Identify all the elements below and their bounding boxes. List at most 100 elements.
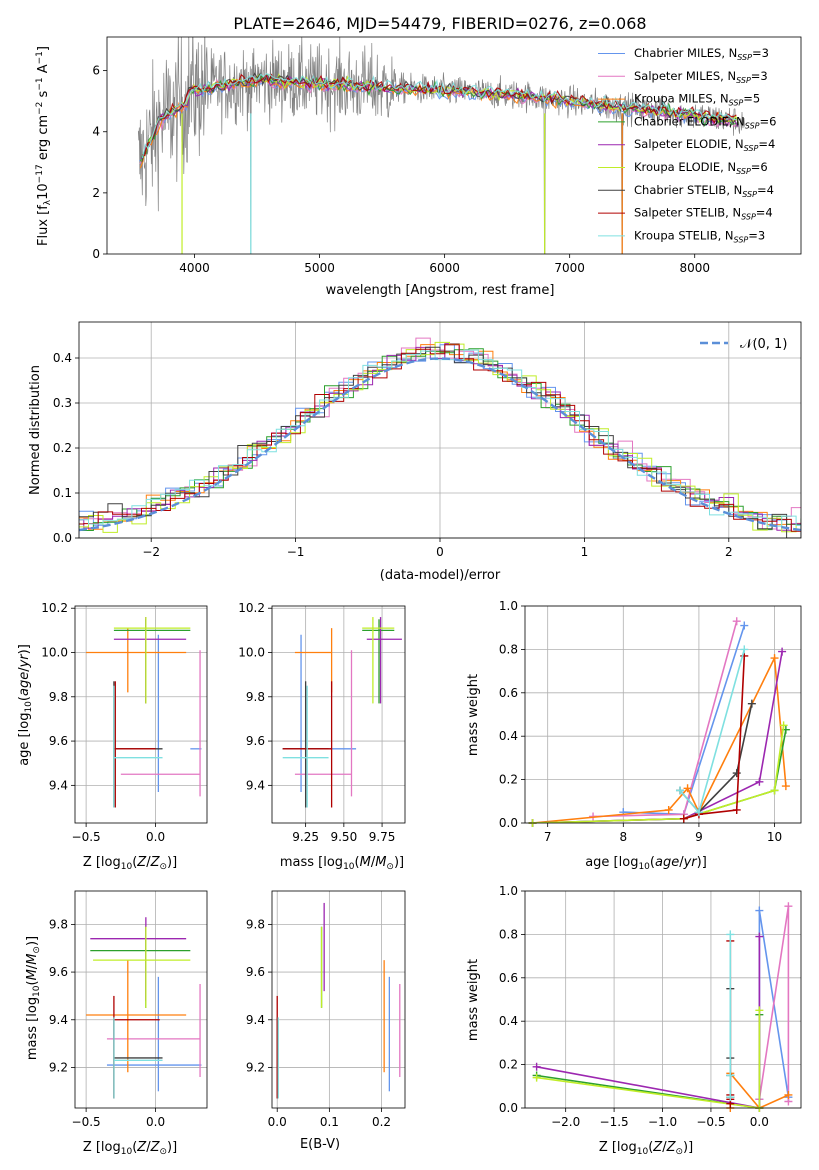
spectrum-ylabel: Flux [fλ10−17 erg cm−2 s−1 A−1] (35, 46, 53, 246)
massweight_vs_age-point-marker (676, 786, 685, 795)
residuals-frame (78, 321, 802, 539)
mass_vs_ebv-xtick-label: 0.0 (268, 1115, 287, 1129)
residuals-xlabel: (data-model)/error (380, 568, 501, 583)
age_vs_Z-xtick-label: 0.0 (146, 830, 165, 844)
massweight_vs_age-point-marker (778, 647, 787, 656)
massweight_vs_age-ytick-label: 0.4 (499, 729, 518, 743)
spectrum-xlabel: wavelength [Angstrom, rest frame] (326, 283, 555, 298)
spectrum-legend-entry: Chabrier MILES, NSSP=3 (634, 46, 769, 62)
massweight_vs_Z-xtick-label: 0.0 (750, 1115, 769, 1129)
massweight_vs_age-xtick-label: 7 (544, 830, 552, 844)
massweight_vs_age-point-marker (732, 617, 741, 626)
massweight_vs_Z-point-marker (784, 1090, 793, 1099)
age_vs_Z-ytick-label: 10.2 (41, 601, 68, 615)
massweight_vs_Z-point-marker (755, 1006, 764, 1015)
mass_vs_Z-ytick-label: 9.2 (49, 1060, 68, 1074)
mass_vs_ebv-xtick-label: 0.2 (372, 1115, 391, 1129)
mass_vs_Z-xtick-label: −0.5 (72, 1115, 101, 1129)
massweight_vs_age-ytick-label: 0.6 (499, 686, 518, 700)
massweight_vs_age-point-marker (732, 769, 741, 778)
massweight_vs_Z-point-marker (755, 906, 764, 915)
residuals-ytick-label: 0.4 (53, 351, 72, 365)
residuals-ytick-label: 0.3 (53, 396, 72, 410)
massweight_vs_Z-series-line (536, 1010, 761, 1108)
mass-z-ylabel: mass [log10(M/M⊙)] (25, 936, 42, 1060)
spectrum-legend-entry: Salpeter ELODIE, NSSP=4 (634, 137, 775, 153)
massweight_vs_age-point-marker (747, 699, 756, 708)
age_vs_Z-ytick-label: 9.8 (49, 690, 68, 704)
massweight_vs_age-point-marker (781, 782, 790, 791)
residuals-ytick-label: 0.2 (53, 441, 72, 455)
massweight_vs_Z-point-marker (755, 932, 764, 941)
spectrum-legend-entry: Chabrier ELODIE, NSSP=6 (634, 114, 776, 130)
residuals-ytick-label: 0.1 (53, 486, 72, 500)
massweight_vs_Z-point-marker (726, 930, 735, 939)
mass_vs_ebv-frame (271, 890, 406, 1109)
spectrum-xtick-label: 6000 (429, 261, 460, 275)
massweight_vs_Z-ytick-label: 0.0 (499, 1101, 518, 1115)
age_vs_mass-xtick-label: 9.25 (292, 830, 319, 844)
spectrum-xtick-label: 5000 (304, 261, 335, 275)
spectrum-xtick-label: 7000 (554, 261, 585, 275)
residuals-xtick-label: −2 (142, 545, 160, 559)
residuals-xtick-label: 1 (581, 545, 589, 559)
spectrum-model-line (141, 73, 737, 157)
mass_vs_ebv-ytick-label: 9.8 (246, 917, 265, 931)
massweight_vs_Z-ytick-label: 1.0 (499, 884, 518, 898)
mass-z-xlabel: Z [log10(Z/Z⊙)] (83, 1140, 177, 1157)
massweight_vs_age-ytick-label: 0.0 (499, 816, 518, 830)
ebv-xlabel: E(B-V) (300, 1137, 340, 1152)
massweight_vs_age-xtick-label: 8 (619, 830, 627, 844)
residuals-xtick-label: 0 (436, 545, 444, 559)
massweight_vs_age-point-marker (740, 645, 749, 654)
spectrum-xtick-label: 8000 (679, 261, 710, 275)
residuals-xtick-label: 2 (725, 545, 733, 559)
age_vs_mass-ytick-label: 9.6 (246, 734, 265, 748)
massweight_vs_age-point-marker (679, 814, 688, 823)
age-z-ylabel: age [log10(age/yr)] (17, 644, 34, 766)
massweight_vs_Z-frame (524, 890, 802, 1109)
spectrum-title: PLATE=2646, MJD=54479, FIBERID=0276, z=0… (233, 14, 646, 33)
massweight_vs_Z-point-marker (726, 1071, 735, 1080)
spectrum-ytick-label: 6 (92, 64, 100, 78)
spectrum-legend-entry: Kroupa STELIB, NSSP=3 (634, 228, 765, 244)
massweight_vs_age-point-marker (770, 786, 779, 795)
massweight_vs_Z-ytick-label: 0.2 (499, 1058, 518, 1072)
age_vs_mass-frame (271, 605, 406, 824)
age_vs_Z-frame (74, 605, 208, 824)
age-mass-xlabel: mass [log10(M/M⊙)] (280, 855, 404, 872)
massweight-z-xlabel: Z [log10(Z/Z⊙)] (599, 1140, 693, 1157)
massweight_vs_age-ytick-label: 1.0 (499, 599, 518, 613)
massweight_vs_Z-xtick-label: −0.5 (696, 1115, 725, 1129)
massweight_vs_Z-point-marker (532, 1073, 541, 1082)
massweight-age-ylabel: mass weight (466, 674, 481, 756)
massweight_vs_Z-xtick-label: −2.0 (551, 1115, 580, 1129)
mass_vs_Z-ytick-label: 9.6 (49, 965, 68, 979)
spectrum-ytick-label: 4 (92, 125, 100, 139)
massweight_vs_Z-ytick-label: 0.4 (499, 1014, 518, 1028)
massweight_vs_age-frame (524, 605, 802, 824)
mass_vs_ebv-ytick-label: 9.4 (246, 1013, 265, 1027)
massweight_vs_Z-point-marker (784, 902, 793, 911)
residual-legend-entry: 𝒩(0, 1) (740, 337, 787, 352)
massweight_vs_Z-xtick-label: −1.5 (600, 1115, 629, 1129)
spectrum-frame (106, 36, 802, 255)
age_vs_Z-xtick-label: −0.5 (72, 830, 101, 844)
mass_vs_Z-frame (74, 890, 208, 1109)
residuals-ytick-label: 0.0 (53, 531, 72, 545)
massweight_vs_Z-ytick-label: 0.6 (499, 971, 518, 985)
massweight_vs_Z-point-marker (532, 1062, 541, 1071)
massweight_vs_age-series-line (683, 655, 746, 820)
age_vs_mass-ytick-label: 9.4 (246, 778, 265, 792)
massweight_vs_age-xtick-label: 10 (767, 830, 782, 844)
spectrum-legend-entry: Kroupa MILES, NSSP=5 (634, 92, 760, 108)
spectrum-xtick-label: 4000 (179, 261, 210, 275)
age_vs_Z-ytick-label: 9.4 (49, 778, 68, 792)
massweight_vs_age-point-marker (779, 721, 788, 730)
massweight_vs_Z-series-line (536, 936, 761, 1108)
age_vs_mass-ytick-label: 10.2 (238, 601, 265, 615)
spectrum-legend-entry: Kroupa ELODIE, NSSP=6 (634, 160, 768, 176)
massweight_vs_age-point-marker (683, 784, 692, 793)
age_vs_mass-ytick-label: 10.0 (238, 646, 265, 660)
